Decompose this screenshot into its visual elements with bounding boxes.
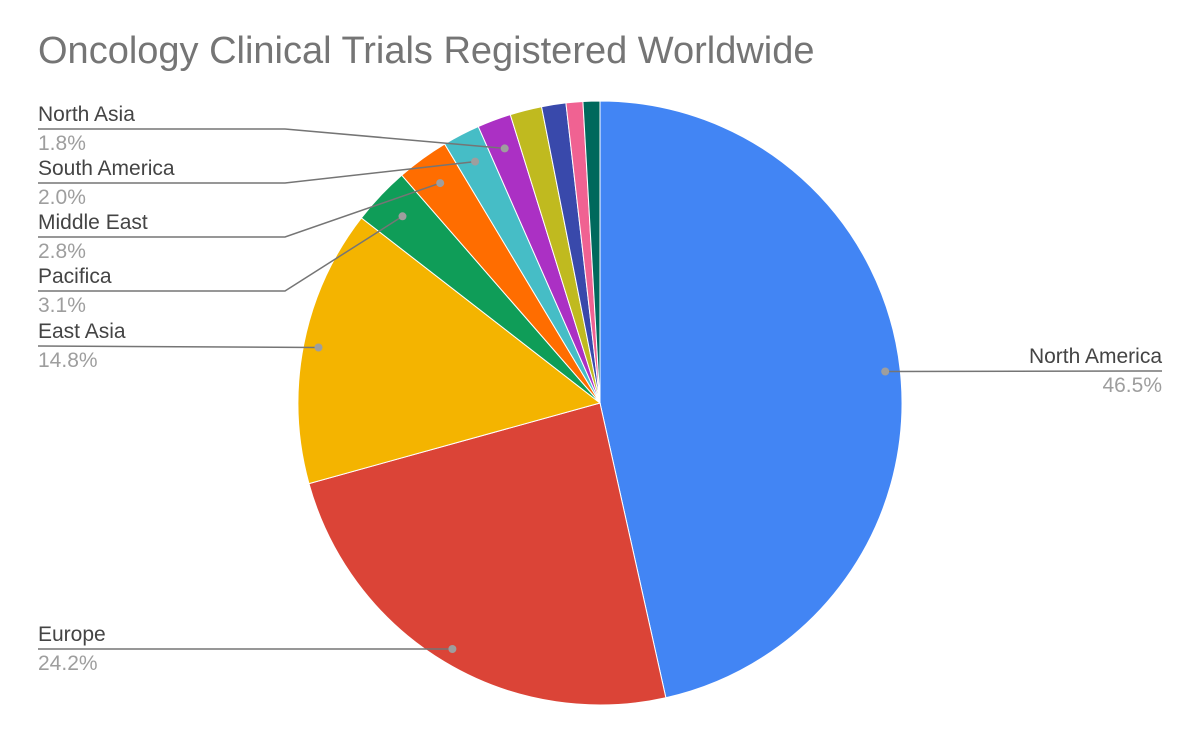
leader-dot-north-asia bbox=[500, 144, 509, 153]
label-north-asia: North Asia bbox=[38, 103, 135, 126]
leader-dot-east-asia bbox=[314, 343, 323, 352]
slice-north-america bbox=[599, 100, 903, 699]
label-pacifica: Pacifica bbox=[38, 265, 112, 288]
slice-labels: North America 46.5% Europe 24.2% East Asia 14… bbox=[38, 103, 1162, 675]
leader-line-north-america bbox=[885, 370, 1163, 373]
label-east-asia: East Asia bbox=[38, 320, 126, 343]
pie-slices bbox=[297, 100, 903, 706]
leader-dot-south-america bbox=[471, 157, 480, 166]
slice-europe bbox=[308, 402, 667, 706]
leader-lines bbox=[37, 128, 1163, 653]
value-label-north-america: 46.5% bbox=[1102, 374, 1162, 397]
value-label-east-asia: 14.8% bbox=[38, 349, 98, 372]
leader-dot-north-america bbox=[881, 367, 890, 376]
leader-line-middle-east bbox=[38, 182, 441, 238]
leader-dot-middle-east bbox=[436, 179, 445, 188]
leader-dot-pacifica bbox=[398, 212, 407, 221]
value-label-north-asia: 1.8% bbox=[38, 132, 86, 155]
label-middle-east: Middle East bbox=[38, 211, 148, 234]
leader-line-north-asia bbox=[38, 128, 505, 150]
value-label-south-america: 2.0% bbox=[38, 186, 86, 209]
value-label-pacifica: 3.1% bbox=[38, 294, 86, 317]
label-north-america: North America bbox=[1029, 345, 1162, 368]
chart-title: Oncology Clinical Trials Registered Worl… bbox=[38, 30, 815, 72]
leader-line-south-america bbox=[38, 160, 476, 184]
leader-line-pacifica bbox=[38, 215, 403, 292]
leader-dot-europe bbox=[448, 645, 457, 653]
value-label-middle-east: 2.8% bbox=[38, 240, 86, 263]
value-label-europe: 24.2% bbox=[38, 652, 98, 675]
label-south-america: South America bbox=[38, 157, 175, 180]
slice-east-asia bbox=[297, 217, 602, 485]
leader-line-east-asia bbox=[37, 345, 319, 349]
label-europe: Europe bbox=[38, 623, 106, 646]
slice-unlabeled-10 bbox=[582, 100, 601, 404]
